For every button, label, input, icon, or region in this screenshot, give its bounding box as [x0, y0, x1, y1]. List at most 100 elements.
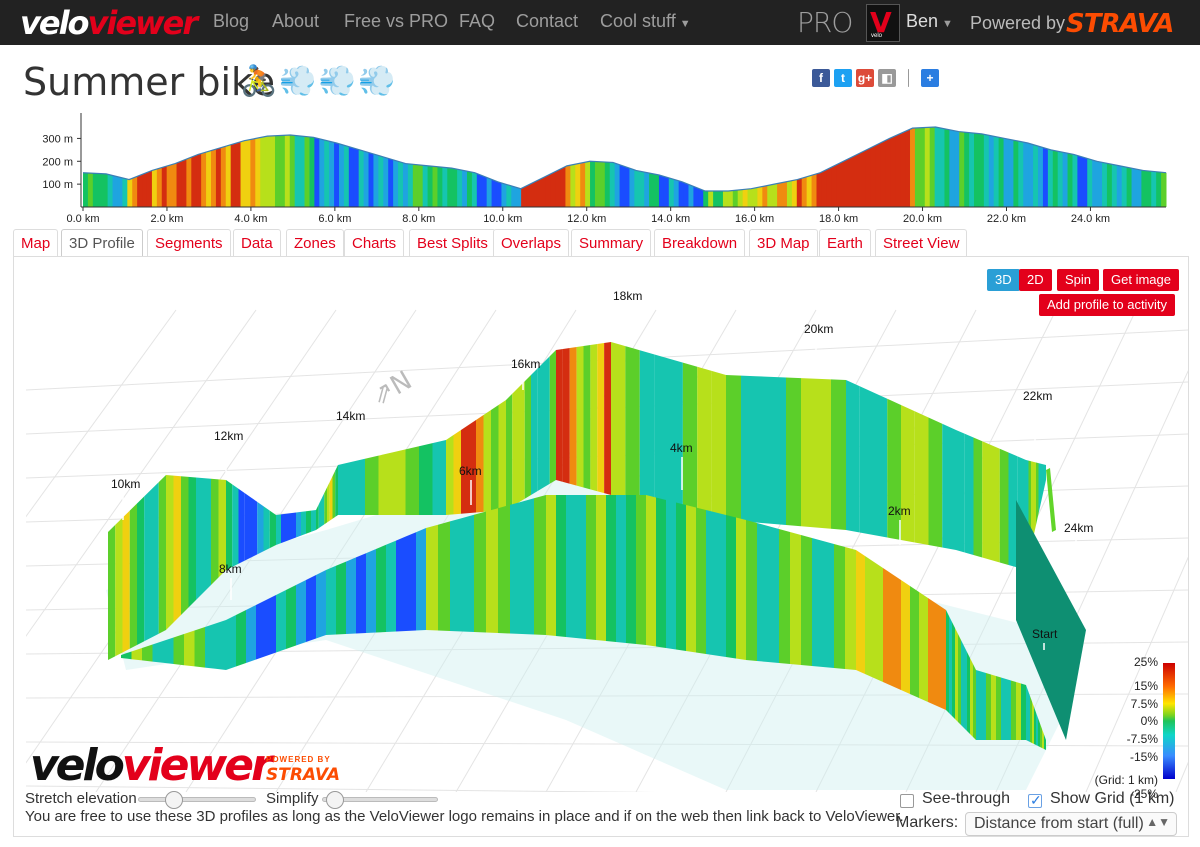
delicious-icon[interactable]: ◧: [878, 69, 896, 87]
profile-wall-segment: [491, 405, 499, 512]
logo-text-red: viewer: [87, 4, 199, 42]
elevation-strip: [796, 178, 803, 207]
profile-wall-segment: [506, 393, 513, 510]
simplify-slider[interactable]: [322, 791, 438, 809]
elevation-strip: [437, 166, 443, 207]
3d-profile-scene[interactable]: ⇗N18km20km16km22km14km12km6km4km10km2km2…: [26, 270, 1188, 792]
simplify-slider-handle[interactable]: [325, 791, 344, 809]
profile-wall-segment: [741, 375, 756, 523]
spin-button[interactable]: Spin: [1057, 269, 1100, 291]
profile-wall-segment: [646, 495, 656, 647]
elevation-strip: [1047, 148, 1054, 207]
elevation-strip: [974, 133, 980, 207]
elevation-strip: [1023, 142, 1029, 207]
add-profile-button[interactable]: Add profile to activity: [1039, 294, 1175, 316]
tab-zones[interactable]: Zones: [286, 229, 344, 257]
view-3d-button[interactable]: 3D: [987, 269, 1020, 291]
share-plus-icon[interactable]: +: [921, 69, 939, 87]
google-plus-icon[interactable]: g+: [856, 69, 874, 87]
elevation-strip: [1038, 146, 1044, 207]
nav-blog[interactable]: Blog: [213, 11, 250, 31]
profile-wall-segment: [562, 348, 570, 484]
elevation-strip: [235, 141, 242, 207]
elevation-strip: [570, 164, 576, 207]
profile-wall-segment: [999, 448, 1009, 565]
profile-wall-segment: [576, 495, 586, 639]
elevation-strip: [210, 149, 217, 207]
nav-faq[interactable]: FAQ: [459, 11, 496, 31]
elevation-strip: [407, 163, 414, 207]
cyclist-emoji-icon: 🚴: [240, 65, 278, 98]
markers-label: Markers:: [896, 814, 959, 831]
scale-label-0: 0%: [1140, 714, 1158, 728]
profile-wall-segment: [549, 350, 556, 484]
elevation-strip: [964, 132, 970, 207]
markers-select[interactable]: Distance from start (full) ▲▼: [965, 812, 1177, 836]
elevation-strip: [890, 135, 896, 207]
profile-wall-segment: [1006, 679, 1011, 740]
tab-best-splits[interactable]: Best Splits: [409, 229, 496, 257]
tab-earth[interactable]: Earth: [819, 229, 871, 257]
profile-wall-segment: [332, 470, 336, 519]
tab-map[interactable]: Map: [13, 229, 59, 257]
profile-wall-segment: [522, 498, 534, 635]
3d-profile-viewport[interactable]: ⇗N 18km 20km 16km 22km 14km 12km 6km 4km 10km 2km 2…: [26, 270, 1188, 792]
profile-wall-segment: [405, 446, 419, 515]
elevation-strip: [402, 162, 409, 207]
tab-overlaps[interactable]: Overlaps: [493, 229, 570, 257]
profile-wall-segment: [973, 437, 983, 558]
see-through-checkbox[interactable]: [900, 794, 914, 808]
view-2d-button[interactable]: 2D: [1019, 269, 1052, 291]
km-marker-label: 22km: [1023, 389, 1052, 403]
elevation-strip: [727, 190, 734, 207]
tab-3d-map[interactable]: 3D Map: [749, 229, 818, 257]
tab-breakdown[interactable]: Breakdown: [654, 229, 746, 257]
profile-wall-segment: [108, 524, 116, 660]
tab-data[interactable]: Data: [233, 229, 281, 257]
elevation-strip: [511, 185, 517, 207]
stretch-slider-handle[interactable]: [165, 791, 184, 809]
logo-text-white: velo: [20, 4, 90, 42]
user-menu[interactable]: Ben ▼: [906, 11, 953, 32]
facebook-icon[interactable]: f: [812, 69, 830, 87]
elevation-strip: [255, 137, 261, 207]
profile-wall-segment: [122, 510, 130, 653]
km-marker-label: 16km: [511, 357, 540, 371]
twitter-icon[interactable]: t: [834, 69, 852, 87]
profile-wall-segment: [716, 512, 726, 657]
profile-wall-segment: [453, 430, 461, 515]
elevation-strip: [1131, 168, 1137, 207]
km-marker-label: Start: [1032, 627, 1058, 641]
profile-wall-segment: [396, 536, 406, 632]
veloviewer-logo[interactable]: veloviewer: [20, 4, 199, 42]
get-image-button[interactable]: Get image: [1103, 269, 1179, 291]
nav-cool-stuff[interactable]: Cool stuff ▼: [600, 11, 691, 32]
stretch-elevation-slider[interactable]: [138, 791, 256, 809]
user-name: Ben: [906, 11, 939, 31]
profile-wall-segment: [790, 532, 801, 665]
profile-wall-segment: [676, 502, 686, 651]
profile-wall-segment: [597, 343, 605, 494]
tab-charts[interactable]: Charts: [344, 229, 405, 257]
elevation-profile-chart[interactable]: 300 m 200 m 100 m 0.0 km 2.0 km 4.0 km 6.0 km 8…: [20, 110, 1180, 228]
tab-summary[interactable]: Summary: [571, 229, 652, 257]
elevation-strip: [811, 173, 817, 207]
strava-logo[interactable]: STRAVA: [1066, 9, 1174, 39]
tab-segments[interactable]: Segments: [147, 229, 231, 257]
elevation-strip: [201, 152, 207, 207]
profile-wall-segment: [901, 580, 910, 694]
elevation-strip: [846, 157, 852, 207]
nav-about[interactable]: About: [272, 11, 320, 31]
elevation-strip: [718, 191, 724, 207]
profile-wall-segment: [263, 506, 270, 552]
elevation-strip: [836, 162, 842, 207]
tab-street-view[interactable]: Street View: [875, 229, 968, 257]
nav-free-vs-pro[interactable]: Free vs PRO: [344, 11, 449, 31]
avatar-caption: velo: [871, 33, 883, 39]
show-grid-checkbox[interactable]: [1028, 792, 1042, 809]
profile-wall-segment: [1011, 680, 1016, 740]
tab-3d-profile[interactable]: 3D Profile: [61, 229, 143, 257]
nav-contact[interactable]: Contact: [516, 11, 579, 31]
profile-wall-segment: [928, 598, 937, 706]
